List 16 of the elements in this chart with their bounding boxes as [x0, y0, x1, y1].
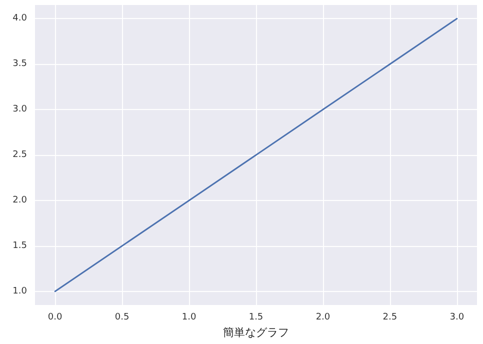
x-tick-label: 0.0	[48, 312, 63, 322]
x-tick-label: 0.5	[114, 312, 130, 322]
y-tick-label: 4.0	[12, 14, 28, 24]
x-axis-title: 簡単なグラフ	[223, 326, 289, 339]
x-tick-label: 2.0	[316, 312, 330, 322]
x-tick-label: 1.5	[248, 312, 264, 322]
x-tick-label: 2.5	[382, 312, 398, 322]
y-tick-label: 2.5	[12, 150, 27, 160]
y-tick-label: 1.0	[12, 286, 28, 296]
y-tick-label: 3.5	[12, 59, 27, 70]
y-tick-label: 2.0	[12, 195, 28, 206]
x-tick-label: 1.0	[182, 312, 196, 322]
x-tick-label: 3.0	[450, 312, 464, 322]
y-tick-label: 1.5	[12, 240, 27, 251]
line-series	[54, 18, 458, 292]
y-tick-label: 3.0	[12, 104, 28, 115]
